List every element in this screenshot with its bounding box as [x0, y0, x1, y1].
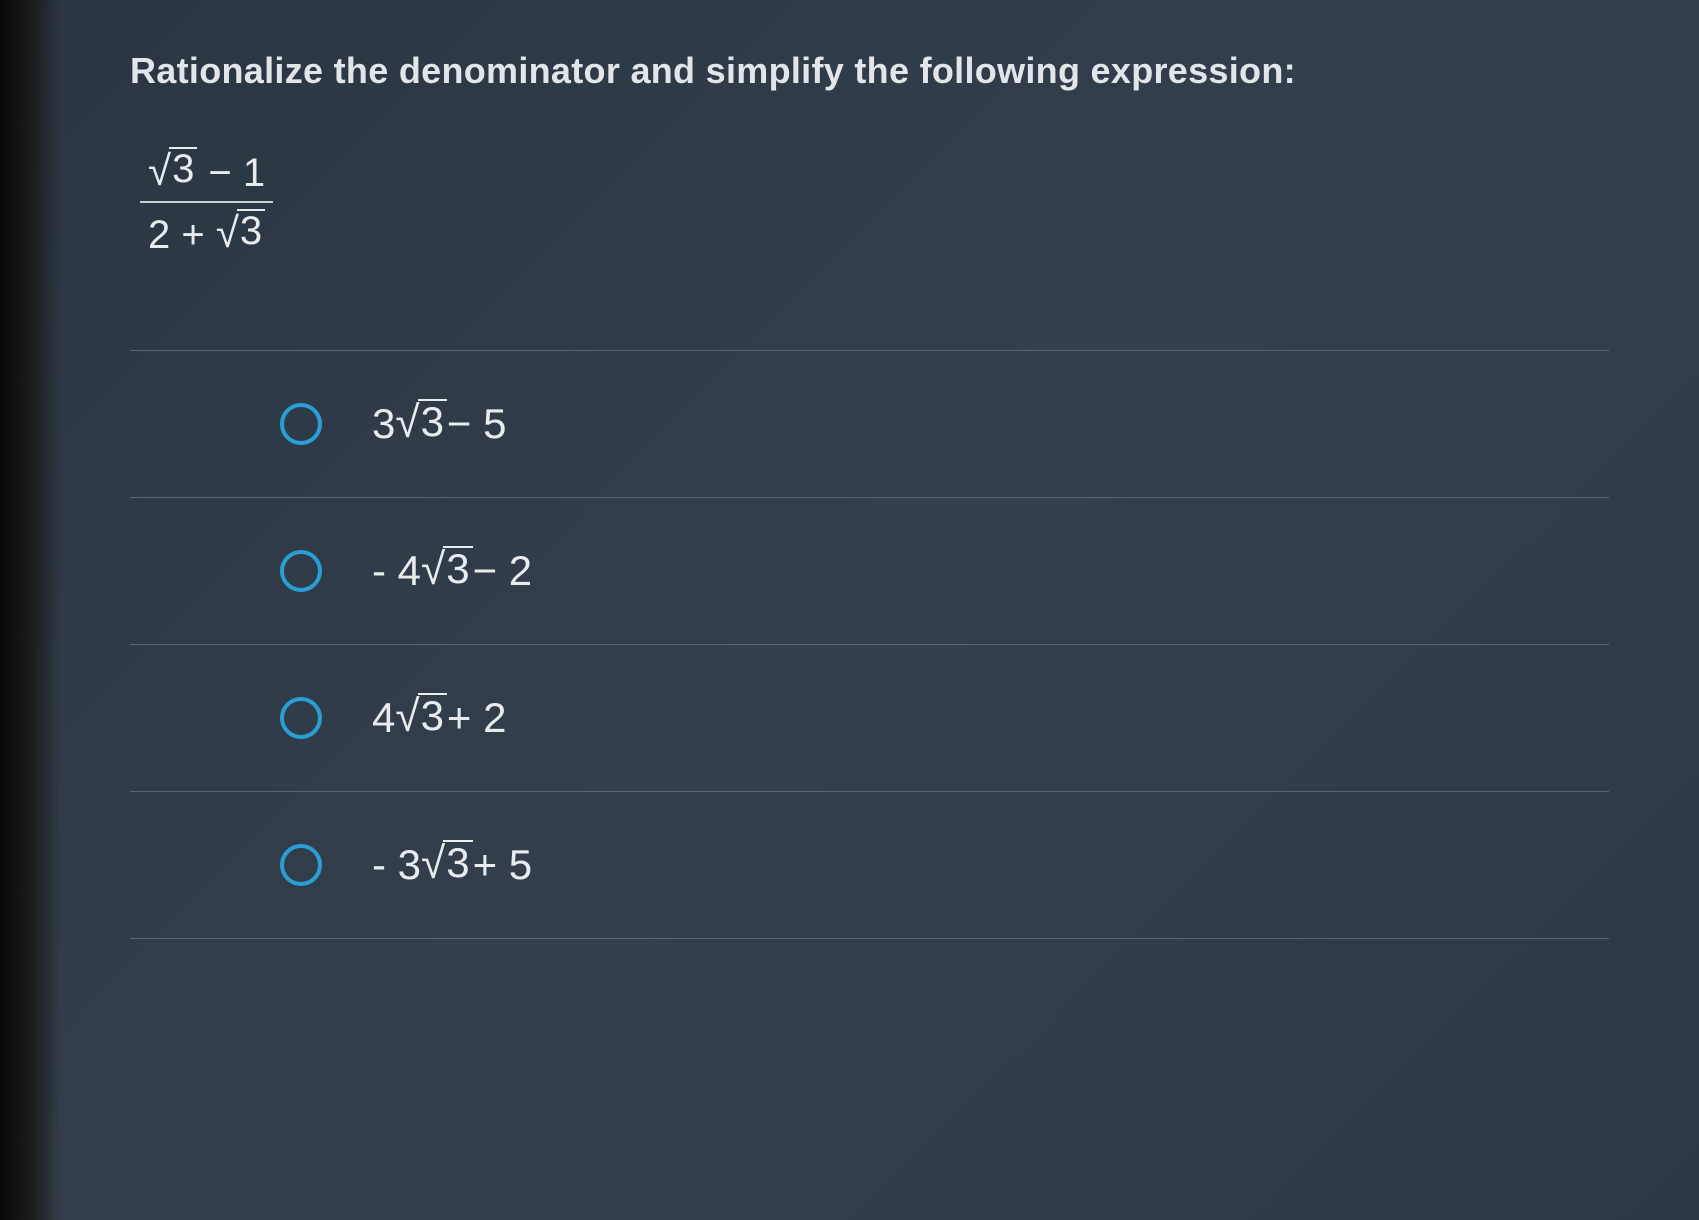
option-expression: 3√3 − 5 — [372, 399, 506, 449]
option-suffix: + 2 — [447, 694, 507, 742]
option-prefix: 4 — [372, 694, 395, 742]
answer-option[interactable]: 3√3 − 5 — [130, 350, 1609, 497]
question-expression-fraction: √3 − 1 2 + √3 — [140, 147, 273, 260]
sqrt-wrapper: √3 — [148, 147, 197, 197]
option-expression: 4√3 + 2 — [372, 693, 506, 743]
question-prompt: Rationalize the denominator and simplify… — [130, 50, 1609, 92]
option-expression: - 4√3 − 2 — [372, 546, 532, 596]
sqrt-wrapper: √3 — [421, 546, 473, 596]
sqrt-content: 3 — [169, 147, 197, 189]
sqrt-wrapper: √3 — [395, 693, 447, 743]
sqrt-symbol-icon: √ — [421, 545, 445, 595]
fraction-numerator: √3 − 1 — [140, 147, 273, 203]
sqrt-content: 3 — [418, 399, 447, 443]
option-suffix: + 5 — [473, 841, 533, 889]
denominator-prefix: 2 + — [148, 213, 216, 257]
sqrt-content: 3 — [443, 546, 472, 590]
option-prefix: - 3 — [372, 841, 421, 889]
sqrt-symbol-icon: √ — [395, 692, 419, 742]
sqrt-symbol-icon: √ — [148, 146, 171, 196]
option-suffix: − 2 — [473, 547, 533, 595]
numerator-suffix: − 1 — [197, 151, 265, 195]
sqrt-content: 3 — [443, 840, 472, 884]
question-container: Rationalize the denominator and simplify… — [0, 0, 1699, 939]
answer-option[interactable]: 4√3 + 2 — [130, 644, 1609, 791]
answer-options-list: 3√3 − 5 - 4√3 − 2 4√3 + 2 - 3√3 + 5 — [130, 350, 1609, 939]
fraction-denominator: 2 + √3 — [140, 203, 273, 259]
answer-option[interactable]: - 4√3 − 2 — [130, 497, 1609, 644]
sqrt-symbol-icon: √ — [395, 398, 419, 448]
radio-button-icon[interactable] — [280, 403, 322, 445]
sqrt-content: 3 — [237, 209, 265, 251]
radio-button-icon[interactable] — [280, 844, 322, 886]
sqrt-symbol-icon: √ — [421, 839, 445, 889]
sqrt-wrapper: √3 — [395, 399, 447, 449]
answer-option[interactable]: - 3√3 + 5 — [130, 791, 1609, 939]
sqrt-wrapper: √3 — [421, 840, 473, 890]
radio-button-icon[interactable] — [280, 697, 322, 739]
option-prefix: - 4 — [372, 547, 421, 595]
option-expression: - 3√3 + 5 — [372, 840, 532, 890]
sqrt-wrapper: √3 — [216, 209, 265, 259]
sqrt-content: 3 — [418, 693, 447, 737]
option-prefix: 3 — [372, 400, 395, 448]
sqrt-symbol-icon: √ — [216, 208, 239, 258]
radio-button-icon[interactable] — [280, 550, 322, 592]
screen-left-bezel — [0, 0, 60, 1220]
option-suffix: − 5 — [447, 400, 507, 448]
